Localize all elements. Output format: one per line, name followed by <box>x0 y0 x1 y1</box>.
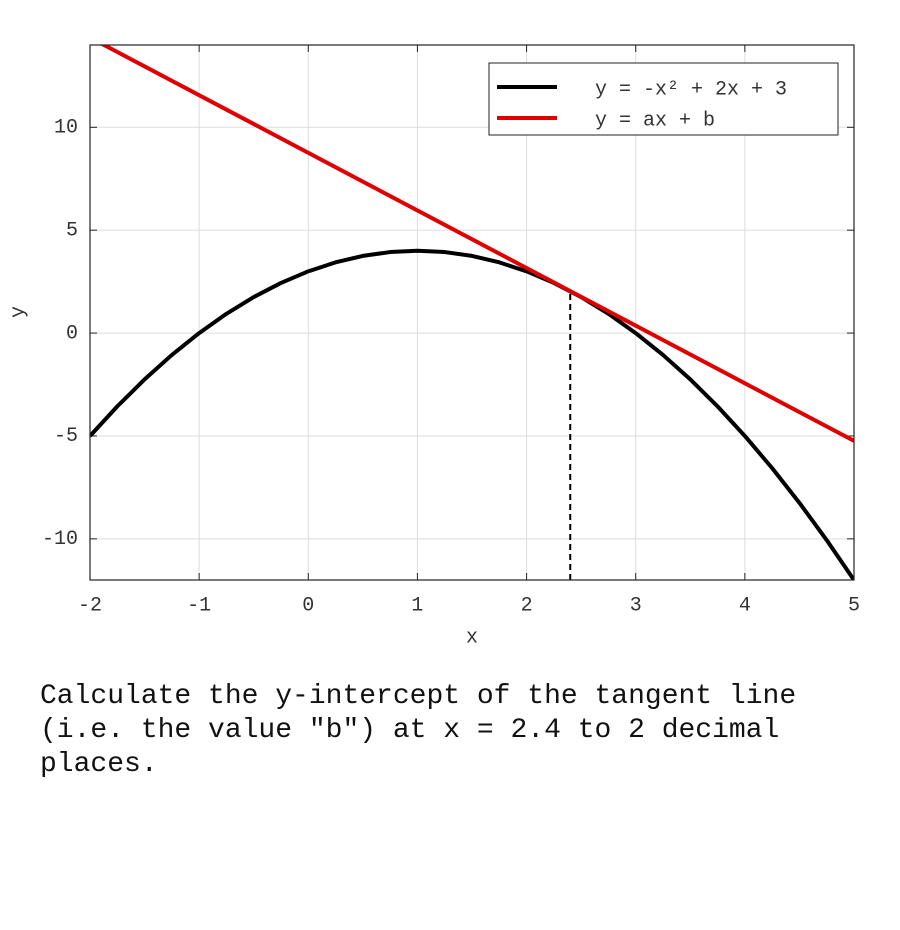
plot-area <box>90 45 854 580</box>
y-tick-label: -5 <box>54 425 78 448</box>
x-tick-label: 3 <box>630 594 642 617</box>
x-tick-label: -2 <box>78 594 102 617</box>
y-tick-label: 5 <box>66 219 78 242</box>
x-axis-label: x <box>466 626 478 649</box>
x-tick-label: -1 <box>187 594 211 617</box>
legend-box <box>488 62 839 136</box>
legend-label: y = -x² + 2x + 3 <box>595 78 787 101</box>
chart: x y y = -x² + 2x + 3y = ax + b -2 -1 0 1 2 3 4… <box>7 44 860 649</box>
y-tick-label: 0 <box>66 322 78 345</box>
x-tick-label: 5 <box>848 594 860 617</box>
x-tick-label: 1 <box>411 594 423 617</box>
y-tick-label: -10 <box>42 528 78 551</box>
x-tick-label: 0 <box>302 594 314 617</box>
x-tick-label: 4 <box>739 594 751 617</box>
x-tick-label: 2 <box>521 594 533 617</box>
y-tick-label: 10 <box>54 117 78 140</box>
legend: y = -x² + 2x + 3 y = ax + b <box>488 62 839 136</box>
series-line <box>90 248 854 580</box>
legend-label: y = ax + b <box>595 109 715 132</box>
plot-frame <box>89 44 855 581</box>
series-line <box>99 45 854 443</box>
question-text: Calculate the y-intercept of the tangent… <box>40 681 797 780</box>
y-axis-label: y <box>7 306 30 318</box>
